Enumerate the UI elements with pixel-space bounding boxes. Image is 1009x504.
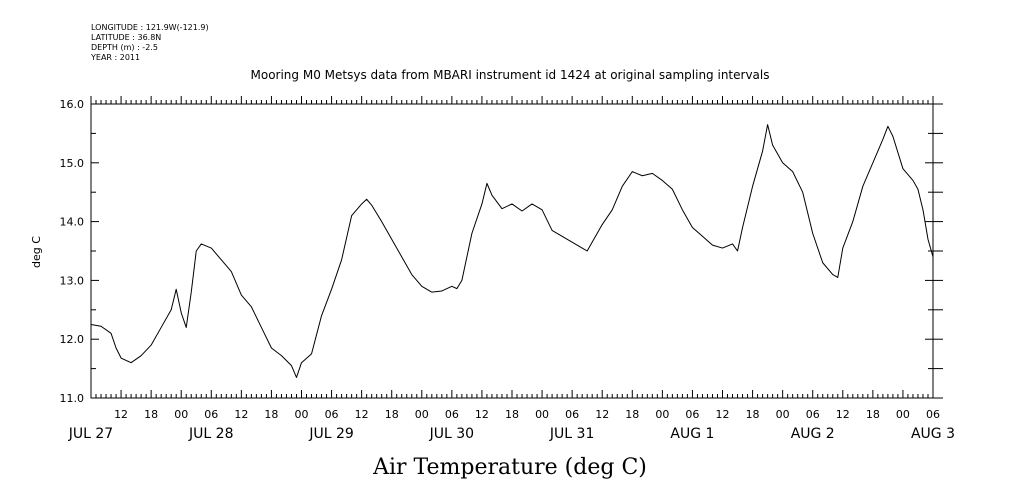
x-hour-tick-label: 12: [475, 408, 489, 421]
x-hour-tick-label: 06: [685, 408, 699, 421]
x-hour-tick-label: 00: [776, 408, 790, 421]
x-date-label: JUL 29: [308, 426, 353, 442]
x-hour-tick-label: 06: [806, 408, 820, 421]
chart-title: Mooring M0 Metsys data from MBARI instru…: [251, 68, 770, 82]
x-date-label: JUL 27: [68, 426, 113, 442]
y-tick-label: 15.0: [60, 157, 85, 170]
x-date-label: JUL 30: [429, 426, 474, 442]
x-hour-tick-label: 12: [836, 408, 850, 421]
x-hour-tick-label: 06: [565, 408, 579, 421]
y-axis-label: deg C: [30, 236, 43, 268]
x-hour-tick-label: 12: [716, 408, 730, 421]
y-tick-label: 13.0: [60, 274, 85, 287]
x-hour-tick-label: 06: [325, 408, 339, 421]
x-hour-tick-label: 00: [174, 408, 188, 421]
x-hour-tick-label: 06: [926, 408, 940, 421]
x-date-label: AUG 2: [791, 426, 835, 442]
plot-frame: [90, 103, 934, 399]
x-hour-tick-label: 00: [535, 408, 549, 421]
x-date-label: JUL 31: [549, 426, 594, 442]
x-date-label: AUG 3: [911, 426, 955, 442]
y-tick-label: 16.0: [60, 98, 85, 111]
x-date-label: AUG 1: [670, 426, 714, 442]
chart-header: LONGITUDE : 121.9W(-121.9) LATITUDE : 36…: [90, 23, 770, 82]
x-hour-tick-label: 06: [204, 408, 218, 421]
y-tick-label: 12.0: [60, 333, 85, 346]
y-tick-label: 11.0: [60, 392, 85, 405]
longitude-line: LONGITUDE : 121.9W(-121.9): [91, 23, 209, 32]
x-hour-tick-label: 18: [385, 408, 399, 421]
air-temperature-line: [90, 124, 934, 378]
x-hour-tick-label: 18: [144, 408, 158, 421]
x-hour-tick-label: 00: [896, 408, 910, 421]
x-hour-tick-label: 12: [234, 408, 248, 421]
axes: 12 18 00 06 12 18 00 06 12 18 00 06 12 18 00 06 12 18 00 06…: [60, 96, 955, 442]
x-hour-tick-label: 00: [295, 408, 309, 421]
x-hour-tick-label: 00: [655, 408, 669, 421]
plot-area: [90, 103, 934, 399]
latitude-line: LATITUDE : 36.8N: [91, 33, 161, 42]
y-tick-label: 14.0: [60, 216, 85, 229]
x-hour-tick-label: 18: [625, 408, 639, 421]
x-hour-tick-label: 18: [866, 408, 880, 421]
x-hour-tick-label: 00: [415, 408, 429, 421]
x-hour-tick-label: 06: [445, 408, 459, 421]
x-hour-tick-label: 18: [264, 408, 278, 421]
depth-line: DEPTH (m) : -2.5: [91, 43, 158, 52]
x-hour-tick-label: 18: [505, 408, 519, 421]
x-hour-tick-label: 18: [746, 408, 760, 421]
x-hour-tick-label: 12: [355, 408, 369, 421]
x-hour-tick-label: 12: [595, 408, 609, 421]
year-line: YEAR : 2011: [90, 53, 140, 62]
x-axis-label: Air Temperature (deg C): [372, 455, 647, 480]
x-date-label: JUL 28: [188, 426, 233, 442]
x-hour-tick-label: 12: [114, 408, 128, 421]
